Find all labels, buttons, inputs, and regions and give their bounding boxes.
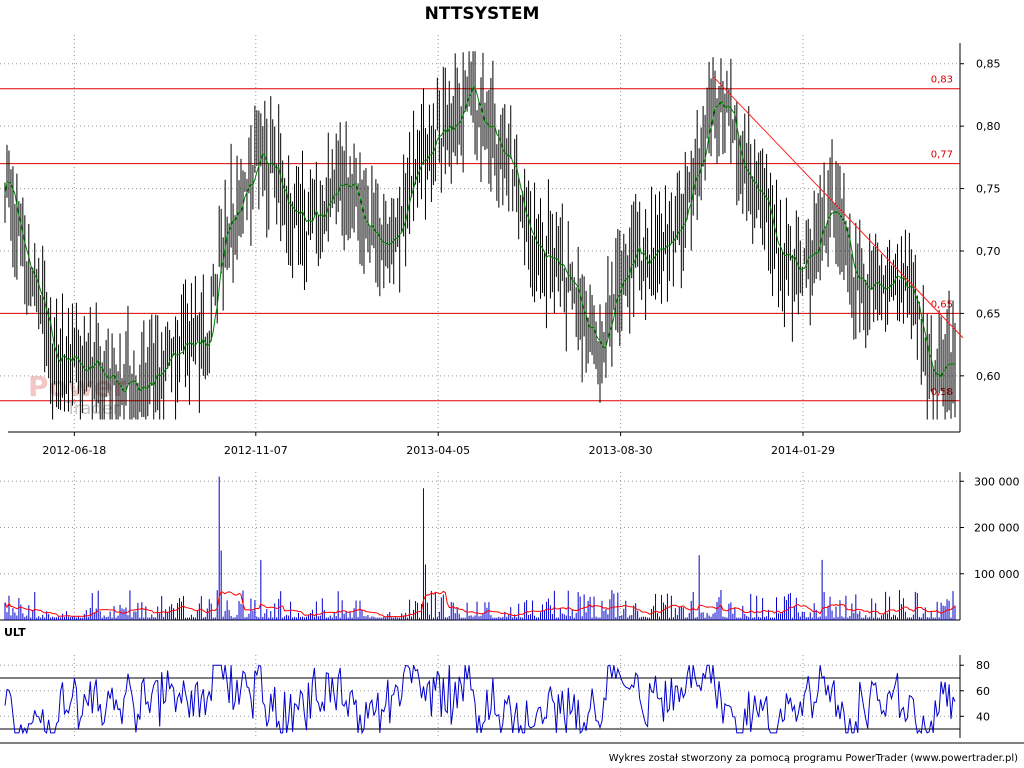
level-label-0,58: 0,58 <box>931 387 953 398</box>
volume-tick-label: 300 000 <box>974 475 1020 488</box>
volume-average-line <box>4 590 956 618</box>
x-tick-label: 2013-08-30 <box>589 444 653 457</box>
volume-tick-label: 200 000 <box>974 522 1020 535</box>
x-tick-label: 2012-06-18 <box>42 444 106 457</box>
price-tick-label: 0,60 <box>976 370 1001 383</box>
price-levels: 0,83 0,77 0,65 0,58 <box>0 75 960 402</box>
price-bars <box>4 51 956 420</box>
ult-oscillator-line <box>4 664 956 735</box>
moving-average-line <box>4 85 956 393</box>
price-tick-label: 0,70 <box>976 245 1001 258</box>
ult-tick-label: 40 <box>976 710 990 723</box>
volume-tick-label: 100 000 <box>974 568 1020 581</box>
ult-tick-label: 80 <box>976 659 990 672</box>
ult-grid <box>0 655 961 738</box>
ult-line <box>4 664 956 735</box>
volume-average <box>4 590 956 618</box>
volume-bars <box>4 476 956 620</box>
volume-axis: 300 000 200 000 100 000 <box>960 475 1020 581</box>
x-tick-label: 2013-04-05 <box>406 444 470 457</box>
ult-label: ULT <box>4 626 26 639</box>
price-tick-label: 0,75 <box>976 183 1001 196</box>
chart-title: NTTSYSTEM <box>425 4 540 24</box>
x-tick-label: 2014-01-29 <box>771 444 835 457</box>
footer-credit: Wykres został stworzony za pomocą progra… <box>609 753 1018 764</box>
price-tick-label: 0,85 <box>976 58 1001 71</box>
ult-axis: 80 60 40 <box>960 659 990 723</box>
volume-grid <box>0 472 961 621</box>
level-label-0,65: 0,65 <box>931 299 953 310</box>
x-axis: 2012-06-18 2012-11-07 2013-04-05 2013-08-30… <box>42 432 835 457</box>
level-label-0,77: 0,77 <box>931 150 953 161</box>
ult-tick-label: 60 <box>976 685 990 698</box>
x-tick-label: 2012-11-07 <box>224 444 288 457</box>
price-trendline <box>712 75 964 339</box>
level-label-0,83: 0,83 <box>931 75 953 86</box>
price-axis: 0,85 0,80 0,75 0,70 0,65 0,60 <box>960 58 1001 383</box>
price-moving-average <box>4 85 956 393</box>
downtrend-line <box>712 75 964 339</box>
price-tick-label: 0,80 <box>976 120 1001 133</box>
price-tick-label: 0,65 <box>976 307 1001 320</box>
